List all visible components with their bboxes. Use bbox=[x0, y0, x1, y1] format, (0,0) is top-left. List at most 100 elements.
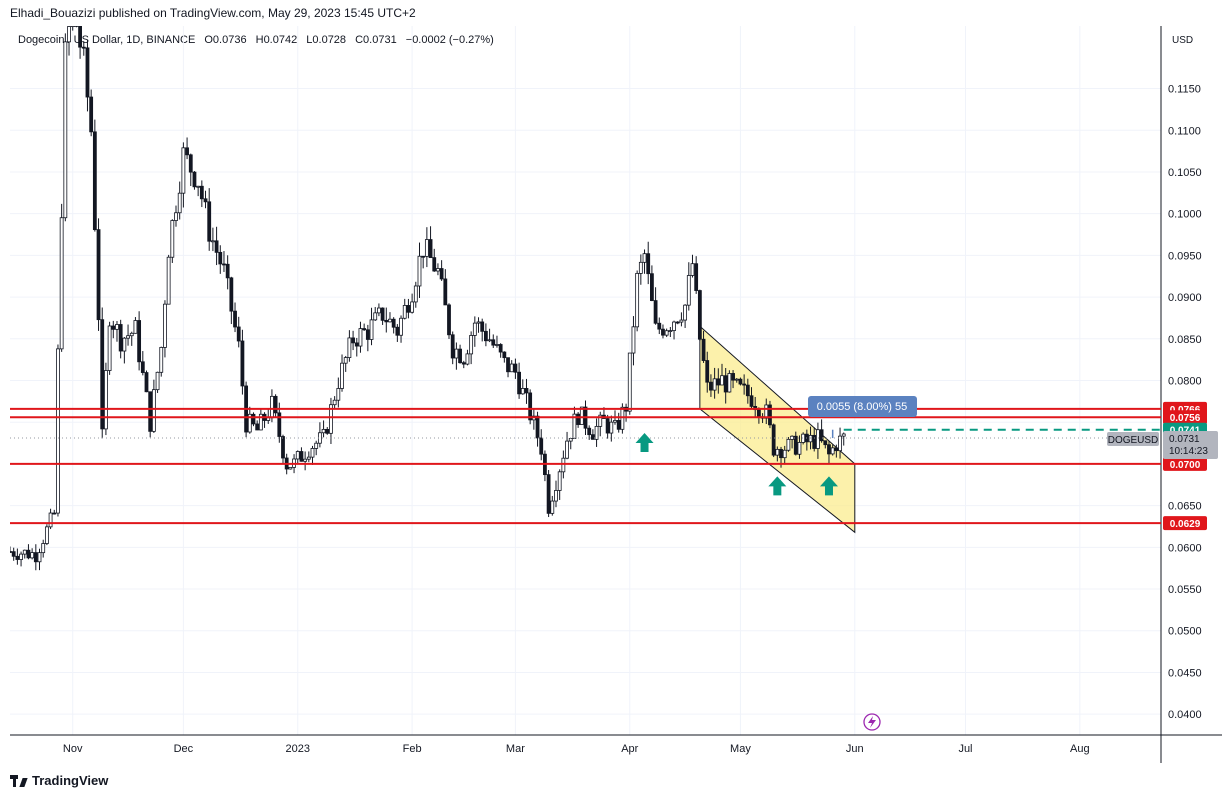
candle bbox=[247, 406, 252, 434]
candle bbox=[428, 226, 433, 259]
candle bbox=[41, 539, 46, 558]
candle bbox=[672, 320, 676, 340]
candle bbox=[395, 324, 400, 342]
candle bbox=[838, 427, 842, 459]
candle bbox=[557, 469, 562, 500]
candle bbox=[834, 444, 839, 458]
candle bbox=[48, 508, 53, 530]
candle bbox=[579, 406, 584, 425]
candle bbox=[436, 263, 440, 276]
tradingview-brand[interactable]: TradingView bbox=[10, 773, 108, 788]
candle bbox=[417, 242, 422, 298]
candle bbox=[782, 445, 787, 465]
up-arrow-icon bbox=[635, 433, 654, 453]
y-tick-label: 0.0450 bbox=[1168, 667, 1202, 679]
candle bbox=[793, 431, 798, 456]
candle bbox=[33, 544, 38, 571]
candle bbox=[332, 396, 337, 409]
ohlc-low: L0.0728 bbox=[306, 34, 347, 46]
price-axis: USD 0.0400 0.0450 0.0500 0.0550 0.0600 0.0650 0… bbox=[1168, 35, 1202, 721]
candle bbox=[314, 440, 319, 456]
candle bbox=[388, 312, 392, 323]
candle bbox=[19, 551, 23, 567]
candle bbox=[380, 307, 385, 325]
candle bbox=[44, 524, 49, 546]
symbol-title[interactable]: Dogecoin / US Dollar, 1D, BINANCE bbox=[18, 34, 196, 46]
candle bbox=[731, 370, 735, 389]
candle bbox=[74, 26, 79, 28]
candle bbox=[819, 419, 824, 443]
candle bbox=[185, 137, 189, 160]
candle bbox=[716, 368, 721, 394]
level-price-label: 0.0629 bbox=[1170, 519, 1201, 530]
candle bbox=[413, 281, 418, 308]
candle bbox=[528, 389, 533, 425]
candle bbox=[159, 346, 164, 377]
x-tick-label: Jul bbox=[958, 743, 972, 755]
up-arrow-icon bbox=[819, 476, 838, 496]
candle bbox=[369, 307, 374, 346]
candle bbox=[513, 358, 518, 379]
candle bbox=[454, 342, 459, 370]
candle bbox=[572, 406, 577, 439]
plot-area bbox=[10, 26, 856, 571]
candle bbox=[638, 254, 643, 285]
candle bbox=[377, 303, 381, 317]
candle bbox=[78, 26, 82, 59]
price-tag-countdown: 10:14:23 bbox=[1169, 446, 1208, 457]
candle bbox=[697, 289, 702, 341]
y-tick-label: 0.1100 bbox=[1168, 125, 1201, 137]
candle bbox=[92, 119, 97, 232]
candle bbox=[587, 425, 592, 440]
candle bbox=[310, 445, 315, 465]
candle bbox=[461, 360, 466, 369]
candle bbox=[218, 245, 223, 274]
candle bbox=[295, 450, 300, 464]
candle bbox=[148, 391, 153, 438]
candle bbox=[520, 379, 525, 395]
candle bbox=[439, 260, 444, 281]
candle bbox=[775, 446, 780, 462]
candle bbox=[240, 329, 245, 395]
ohlc-close: C0.0731 bbox=[355, 34, 397, 46]
candle bbox=[664, 328, 669, 338]
level-price-tag: 0.0756 bbox=[1163, 410, 1207, 425]
candle bbox=[107, 321, 112, 375]
candle bbox=[100, 307, 105, 439]
candle bbox=[255, 420, 260, 431]
candle bbox=[509, 360, 514, 373]
candle bbox=[321, 420, 326, 438]
candle bbox=[140, 351, 145, 376]
candle bbox=[506, 357, 510, 378]
candle bbox=[406, 298, 411, 319]
candle bbox=[686, 262, 691, 311]
candle bbox=[122, 337, 127, 364]
candle bbox=[85, 39, 90, 112]
candle bbox=[11, 547, 16, 561]
candle bbox=[340, 354, 344, 392]
candle bbox=[144, 370, 149, 393]
level-price-tag: 0.0629 bbox=[1163, 516, 1207, 531]
candle bbox=[211, 227, 215, 252]
candle bbox=[531, 408, 536, 430]
candle bbox=[801, 432, 806, 445]
candle bbox=[96, 218, 101, 331]
candle bbox=[495, 335, 499, 348]
candle bbox=[502, 351, 507, 363]
y-tick-label: 0.0800 bbox=[1168, 376, 1202, 388]
candle bbox=[236, 316, 241, 348]
candle bbox=[631, 316, 636, 366]
lightning-icon bbox=[863, 713, 881, 731]
candle bbox=[830, 444, 835, 456]
candle bbox=[679, 312, 684, 327]
candle bbox=[458, 344, 462, 364]
measure-label: 0.0055 (8.00%) 55 bbox=[817, 401, 908, 413]
candle bbox=[421, 255, 426, 269]
candle bbox=[432, 248, 437, 272]
candles bbox=[10, 26, 846, 571]
candle bbox=[188, 153, 193, 187]
candle bbox=[771, 423, 776, 458]
candle bbox=[576, 412, 581, 428]
